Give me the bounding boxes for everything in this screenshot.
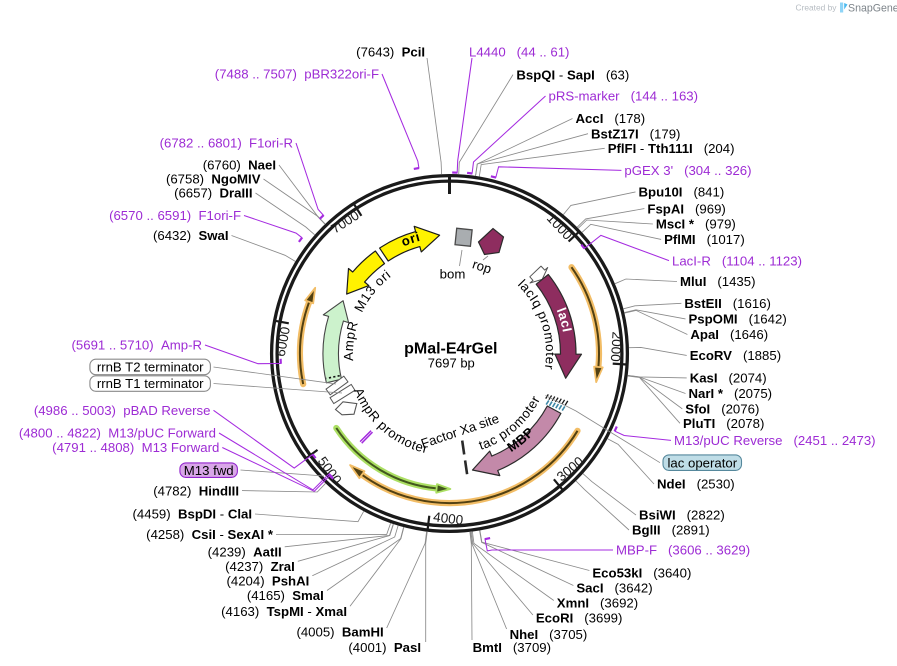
svg-text:(4237) ZraI: (4237) ZraI xyxy=(225,559,295,574)
svg-text:(6782 .. 6801) F1ori-R: (6782 .. 6801) F1ori-R xyxy=(160,136,293,151)
svg-text:PluTI (2078): PluTI (2078) xyxy=(683,416,764,431)
svg-text:Created by: Created by xyxy=(796,3,838,13)
svg-text:(4258) CsiI - SexAI *: (4258) CsiI - SexAI * xyxy=(146,527,274,542)
svg-text:(7488 .. 7507) pBR322ori-F: (7488 .. 7507) pBR322ori-F xyxy=(215,67,379,82)
svg-text:(4459) BspDI - ClaI: (4459) BspDI - ClaI xyxy=(133,507,252,522)
svg-text:6000: 6000 xyxy=(273,326,293,358)
svg-text:(7643) PciI: (7643) PciI xyxy=(356,45,425,60)
svg-text:SnapGene: SnapGene xyxy=(848,3,897,15)
svg-text:PflFI - Tth111I (204): PflFI - Tth111I (204) xyxy=(608,141,735,156)
svg-text:KasI (2074): KasI (2074) xyxy=(690,371,767,386)
svg-text:BstEII (1616): BstEII (1616) xyxy=(684,296,771,311)
svg-text:Eco53kI (3640): Eco53kI (3640) xyxy=(592,566,691,581)
svg-text:Bpu10I (841): Bpu10I (841) xyxy=(639,185,725,200)
svg-text:(6432) SwaI: (6432) SwaI xyxy=(153,228,229,243)
svg-text:7697 bp: 7697 bp xyxy=(428,356,475,371)
svg-text:MluI (1435): MluI (1435) xyxy=(680,274,756,289)
svg-text:BspQI - SapI (63): BspQI - SapI (63) xyxy=(516,67,629,82)
svg-text:EcoRI (3699): EcoRI (3699) xyxy=(536,611,623,626)
svg-text:rrnB T1 terminator: rrnB T1 terminator xyxy=(97,376,204,391)
svg-text:(6657) DraIII: (6657) DraIII xyxy=(174,186,252,201)
svg-text:NarI * (2075): NarI * (2075) xyxy=(689,386,773,401)
svg-text:BstZ17I (179): BstZ17I (179) xyxy=(591,126,680,141)
svg-text:BglII (2891): BglII (2891) xyxy=(632,523,710,538)
svg-text:pRS-marker (144 .. 163): pRS-marker (144 .. 163) xyxy=(549,89,699,104)
svg-text:PflMI (1017): PflMI (1017) xyxy=(664,232,745,247)
svg-text:rrnB T2 terminator: rrnB T2 terminator xyxy=(97,360,204,375)
svg-text:(4001) PasI: (4001) PasI xyxy=(348,640,421,655)
svg-text:(6570 .. 6591) F1ori-F: (6570 .. 6591) F1ori-F xyxy=(109,208,241,223)
svg-text:SfoI (2076): SfoI (2076) xyxy=(685,402,759,417)
svg-text:ApaI (1646): ApaI (1646) xyxy=(690,327,768,342)
svg-text:lac operator: lac operator xyxy=(667,455,737,470)
svg-text:(4204) PshAI: (4204) PshAI xyxy=(226,574,309,589)
svg-text:BsiWI (2822): BsiWI (2822) xyxy=(639,508,725,523)
svg-text:XmnI (3692): XmnI (3692) xyxy=(557,596,638,611)
svg-text:bom: bom xyxy=(440,267,466,282)
svg-text:(6760) NaeI: (6760) NaeI xyxy=(203,158,276,173)
svg-text:BmtI (3709): BmtI (3709) xyxy=(473,640,551,655)
svg-text:(4165) SmaI: (4165) SmaI xyxy=(247,588,324,603)
svg-text:(4005) BamHI: (4005) BamHI xyxy=(296,625,383,640)
svg-text:M13 fwd: M13 fwd xyxy=(184,463,234,478)
svg-text:MscI * (979): MscI * (979) xyxy=(656,217,736,232)
svg-text:(4163) TspMI - XmaI: (4163) TspMI - XmaI xyxy=(221,604,347,619)
svg-text:(4239) AatII: (4239) AatII xyxy=(208,545,282,560)
svg-text:NdeI (2530): NdeI (2530) xyxy=(657,477,735,492)
svg-text:FspAI (969): FspAI (969) xyxy=(647,201,725,216)
svg-text:pMal-E4rGel: pMal-E4rGel xyxy=(404,341,497,358)
svg-text:(4986 .. 5003) pBAD Reverse: (4986 .. 5003) pBAD Reverse xyxy=(34,403,211,418)
svg-text:(4782) HindIII: (4782) HindIII xyxy=(153,483,239,498)
svg-text:AccI (178): AccI (178) xyxy=(576,111,646,126)
svg-text:pGEX 3' (304 .. 326): pGEX 3' (304 .. 326) xyxy=(624,163,751,178)
svg-text:(5691 .. 5710) Amp-R: (5691 .. 5710) Amp-R xyxy=(72,338,202,353)
svg-text:EcoRV (1885): EcoRV (1885) xyxy=(690,348,781,363)
svg-text:M13/pUC Reverse (2451 .. 247: M13/pUC Reverse (2451 .. 2473) xyxy=(674,433,876,448)
svg-text:SacI (3642): SacI (3642) xyxy=(576,581,652,596)
svg-text:MBP-F (3606 .. 3629): MBP-F (3606 .. 3629) xyxy=(616,543,750,558)
svg-text:(6758) NgoMIV: (6758) NgoMIV xyxy=(166,172,261,187)
svg-text:4000: 4000 xyxy=(432,509,464,528)
svg-text:(4791 .. 4808) M13 Forward: (4791 .. 4808) M13 Forward xyxy=(52,440,219,455)
svg-text:rop: rop xyxy=(471,256,494,276)
svg-text:NheI (3705): NheI (3705) xyxy=(510,627,588,642)
svg-text:2000: 2000 xyxy=(608,331,625,362)
svg-text:LacI-R (1104 .. 1123): LacI-R (1104 .. 1123) xyxy=(672,253,802,268)
svg-text:ori: ori xyxy=(399,229,422,249)
svg-text:(4800 .. 4822) M13/pUC Forwar: (4800 .. 4822) M13/pUC Forward xyxy=(19,426,216,441)
svg-text:PspOMI (1642): PspOMI (1642) xyxy=(689,312,787,327)
svg-text:L4440 (44 .. 61): L4440 (44 .. 61) xyxy=(469,44,569,59)
svg-text:lacI: lacI xyxy=(554,306,575,334)
